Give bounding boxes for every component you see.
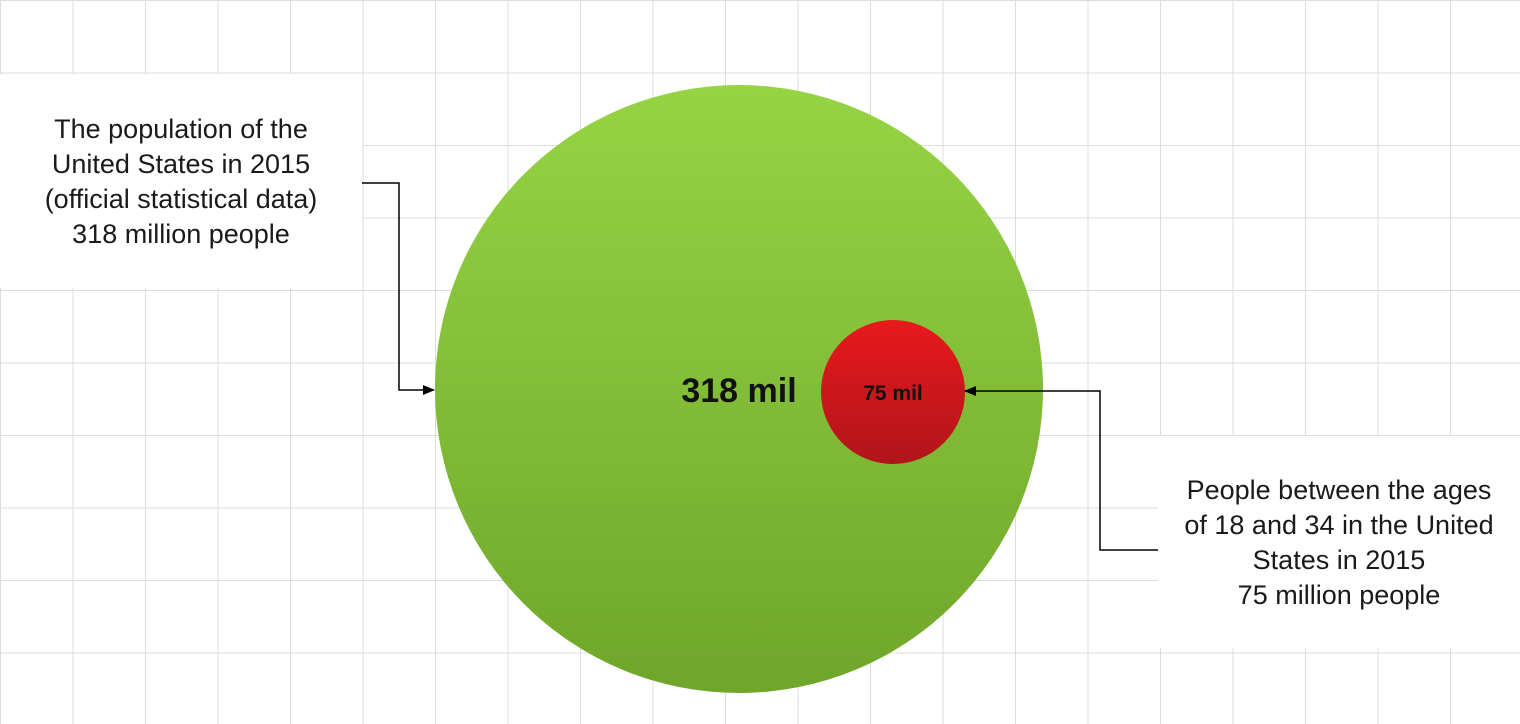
left-connector-arrow xyxy=(362,182,435,395)
right-connector-arrow xyxy=(964,386,1158,551)
population-annotation-line: (official statistical data) xyxy=(44,184,318,214)
population-annotation-line: The population of the xyxy=(54,114,308,144)
population-annotation-line: United States in 2015 xyxy=(51,149,311,179)
age-group-circle-label: 75 mil xyxy=(863,382,923,405)
age-group-annotation-line: People between the ages xyxy=(1186,475,1492,505)
age-group-annotation-line: States in 2015 xyxy=(1252,545,1426,575)
population-annotation: The population of the United States in 2… xyxy=(0,74,362,288)
age-group-circle xyxy=(821,320,965,464)
population-circle xyxy=(435,85,1043,693)
age-group-annotation-line: of 18 and 34 in the United xyxy=(1184,510,1494,540)
population-annotation-line: 318 million people xyxy=(72,219,290,249)
population-circle-label: 318 mil xyxy=(681,372,796,410)
age-group-annotation: People between the ages of 18 and 34 in … xyxy=(1158,436,1520,648)
age-group-annotation-line: 75 million people xyxy=(1237,580,1441,610)
